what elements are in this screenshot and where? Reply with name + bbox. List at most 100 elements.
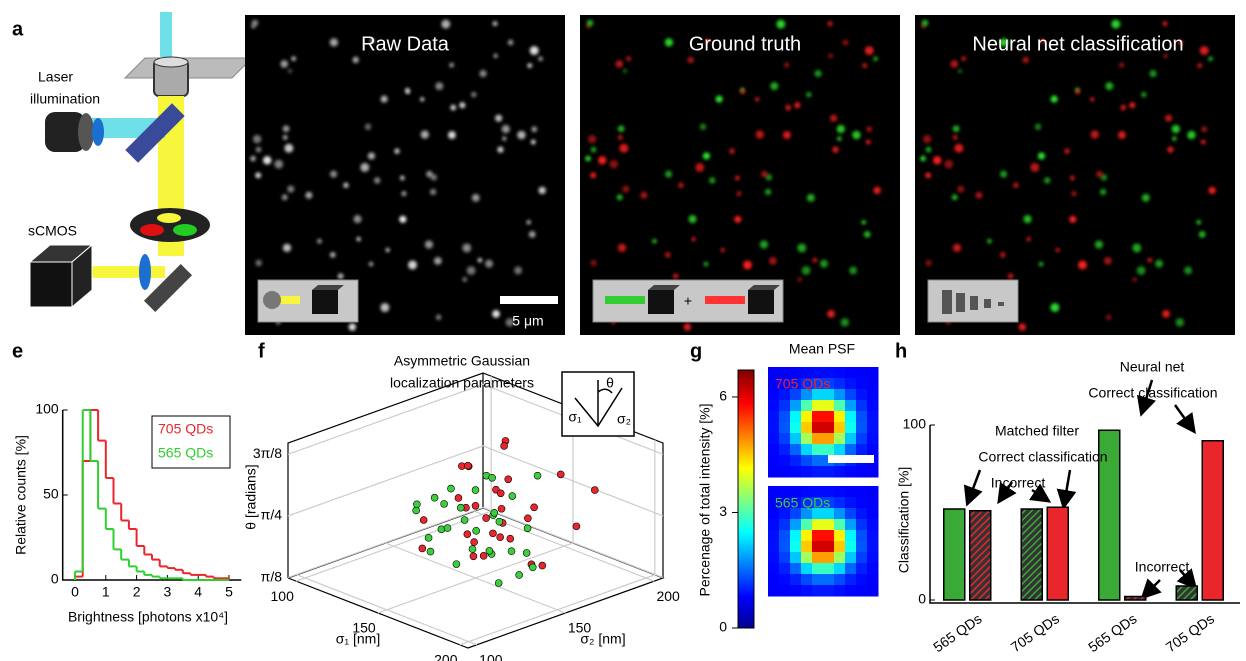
spot — [1119, 63, 1124, 68]
spot — [665, 252, 671, 258]
data-point — [419, 545, 426, 552]
spot — [756, 130, 764, 138]
psf-pixel — [845, 486, 857, 498]
psf-pixel — [834, 411, 846, 423]
psf-pixel — [856, 466, 868, 478]
spot — [283, 135, 288, 140]
data-point — [425, 534, 432, 541]
data-point — [591, 487, 598, 494]
spot — [467, 266, 476, 275]
spot — [827, 310, 835, 318]
data-point — [534, 472, 541, 479]
psf-pixel — [768, 444, 780, 456]
spot — [353, 57, 359, 63]
spot — [765, 189, 771, 195]
psf-pixel — [856, 411, 868, 423]
spot — [688, 57, 694, 63]
psf-pixel — [845, 530, 857, 542]
x-tick-label: 0 — [71, 584, 79, 600]
psf-pixel — [779, 519, 791, 531]
spot — [252, 20, 259, 27]
laser-label: Laser — [38, 69, 73, 85]
inset-label: θ — [606, 375, 614, 391]
spot — [820, 260, 828, 268]
psf-pixel — [856, 378, 868, 390]
x-tick-label: 4 — [194, 584, 202, 600]
spot — [360, 163, 369, 172]
spot — [873, 187, 880, 194]
psf-pixel — [801, 444, 813, 456]
psf-pixel — [834, 367, 846, 379]
bar — [1125, 597, 1146, 601]
spot — [284, 144, 293, 153]
psf-pixel — [823, 400, 835, 412]
psf-pixel — [779, 422, 791, 434]
spot — [288, 69, 292, 73]
image-title: Raw Data — [361, 33, 450, 55]
spot — [380, 303, 389, 312]
spot — [1023, 57, 1029, 63]
annotation: Incorrect — [991, 475, 1046, 491]
spot — [1070, 176, 1075, 181]
icon-part — [998, 302, 1004, 306]
icon-part — [263, 291, 281, 309]
spot — [626, 56, 631, 61]
spot — [1172, 125, 1180, 133]
psf-pixel — [856, 552, 868, 564]
psf-pixel — [856, 574, 868, 586]
spot — [957, 186, 964, 193]
psf-pixel — [768, 433, 780, 445]
psf-pixel — [790, 541, 802, 553]
x-tick-label: 2 — [133, 584, 141, 600]
spot — [369, 262, 373, 266]
psf-pixel — [856, 541, 868, 553]
psf-pixel — [801, 574, 813, 586]
spot — [695, 163, 704, 172]
icon-part — [970, 296, 978, 310]
chart-title: Mean PSF — [789, 341, 855, 357]
spot — [866, 126, 872, 132]
spot — [665, 171, 672, 178]
psf-pixel — [856, 389, 868, 401]
bar — [1202, 441, 1223, 600]
spot — [1120, 105, 1126, 111]
scale-bar-label: 5 μm — [512, 313, 543, 329]
spot — [330, 171, 337, 178]
spot — [1118, 131, 1126, 139]
spot — [987, 239, 992, 244]
psf-pixel — [856, 585, 868, 597]
psf-label: 565 QDs — [775, 495, 830, 511]
legend-entry: 705 QDs — [158, 421, 213, 437]
spot — [665, 38, 673, 46]
spot — [1142, 194, 1150, 202]
spot — [954, 144, 963, 153]
psf-pixel — [867, 400, 879, 412]
psf-pixel — [779, 563, 791, 575]
psf-pixel — [845, 574, 857, 586]
annotation: Neural net — [1120, 359, 1185, 375]
spot — [1056, 248, 1060, 252]
spot — [368, 152, 375, 159]
psf-pixel — [845, 433, 857, 445]
psf-pixel — [790, 400, 802, 412]
spot — [343, 183, 348, 188]
spot — [785, 105, 791, 111]
psf-pixel — [867, 508, 879, 520]
y-tick-label: 100 — [479, 652, 503, 661]
psf-pixel — [801, 422, 813, 434]
spot — [618, 125, 625, 132]
psf-pixel — [823, 519, 835, 531]
colorbar-tick-label: 6 — [719, 388, 727, 404]
data-point — [441, 500, 448, 507]
spot — [353, 215, 361, 223]
x-tick-label: 3 — [163, 584, 171, 600]
z-axis-label: θ [radians] — [243, 464, 259, 529]
data-point — [508, 548, 515, 555]
psf-pixel — [779, 552, 791, 564]
spot — [807, 194, 815, 202]
psf-pixel — [867, 444, 879, 456]
spot — [459, 102, 465, 108]
spot — [436, 314, 442, 320]
data-point — [524, 525, 531, 532]
grid-line — [296, 376, 491, 581]
